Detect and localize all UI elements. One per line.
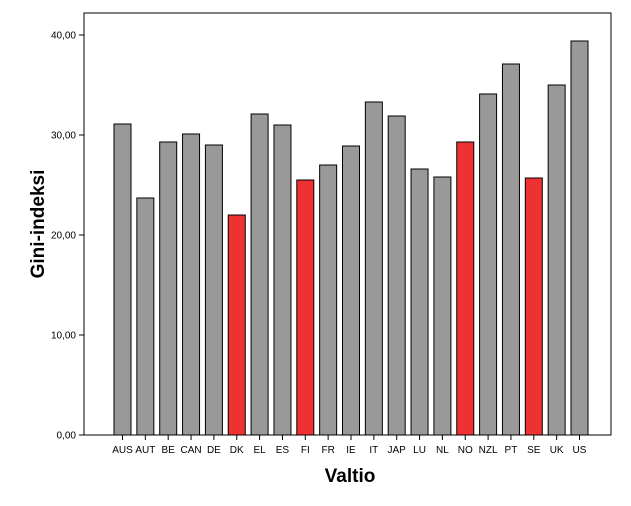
x-tick-label: NZL xyxy=(479,445,498,456)
y-tick-label: 30,00 xyxy=(51,131,76,142)
x-tick-label: NL xyxy=(436,445,449,456)
bar-ie xyxy=(342,145,360,436)
y-tick-label: 0,00 xyxy=(57,431,77,442)
x-axis: AUS AUT BE CAN DE DK EL ES FI FR IE IT JAP LU NL NO NZL P… xyxy=(112,435,587,456)
bar-uk xyxy=(547,84,566,436)
x-tick-label: EL xyxy=(253,445,266,456)
bar-el xyxy=(250,113,269,436)
x-tick-label: FR xyxy=(321,445,334,456)
y-axis-title: Gini-indeksi xyxy=(28,170,49,279)
bar-dk xyxy=(227,214,246,436)
y-tick-label: 40,00 xyxy=(51,31,76,42)
y-axis: 0,00 10,00 20,00 30,00 40,00 xyxy=(51,31,84,442)
x-tick-label: DK xyxy=(230,445,244,456)
x-tick-label: CAN xyxy=(180,445,201,456)
x-tick-label: BE xyxy=(162,445,176,456)
x-tick-label: PT xyxy=(505,445,518,456)
bar-be xyxy=(159,141,178,436)
bar-can xyxy=(182,133,201,436)
bar-no xyxy=(456,141,475,436)
x-tick-label: AUS xyxy=(112,445,133,456)
x-tick-label: SE xyxy=(527,445,541,456)
y-tick-label: 10,00 xyxy=(51,331,76,342)
bar-es xyxy=(273,124,292,436)
x-axis-title: Valtio xyxy=(325,466,376,487)
x-tick-label: FI xyxy=(301,445,310,456)
bar-lu xyxy=(410,168,429,436)
bar-us xyxy=(570,40,589,436)
bar-jap xyxy=(387,115,406,436)
x-tick-label: DE xyxy=(207,445,221,456)
bar-nl xyxy=(433,176,452,436)
x-tick-label: AUT xyxy=(135,445,155,456)
bar-se xyxy=(524,177,543,436)
bar-fr xyxy=(319,164,338,436)
x-tick-label: UK xyxy=(550,445,564,456)
x-tick-label: IT xyxy=(369,445,378,456)
x-tick-label: LU xyxy=(413,445,426,456)
x-tick-label: IE xyxy=(346,445,356,456)
bar-aut xyxy=(136,197,155,436)
bar-fi xyxy=(296,179,315,436)
x-tick-label: US xyxy=(573,445,587,456)
bar-it xyxy=(364,101,383,436)
x-tick-label: ES xyxy=(276,445,290,456)
bar-de xyxy=(204,144,223,436)
bar-aus xyxy=(113,123,132,436)
y-tick-label: 20,00 xyxy=(51,231,76,242)
bar-pt xyxy=(501,63,520,436)
x-tick-label: JAP xyxy=(388,445,407,456)
x-tick-label: NO xyxy=(458,445,473,456)
bar-nzl xyxy=(479,93,498,436)
